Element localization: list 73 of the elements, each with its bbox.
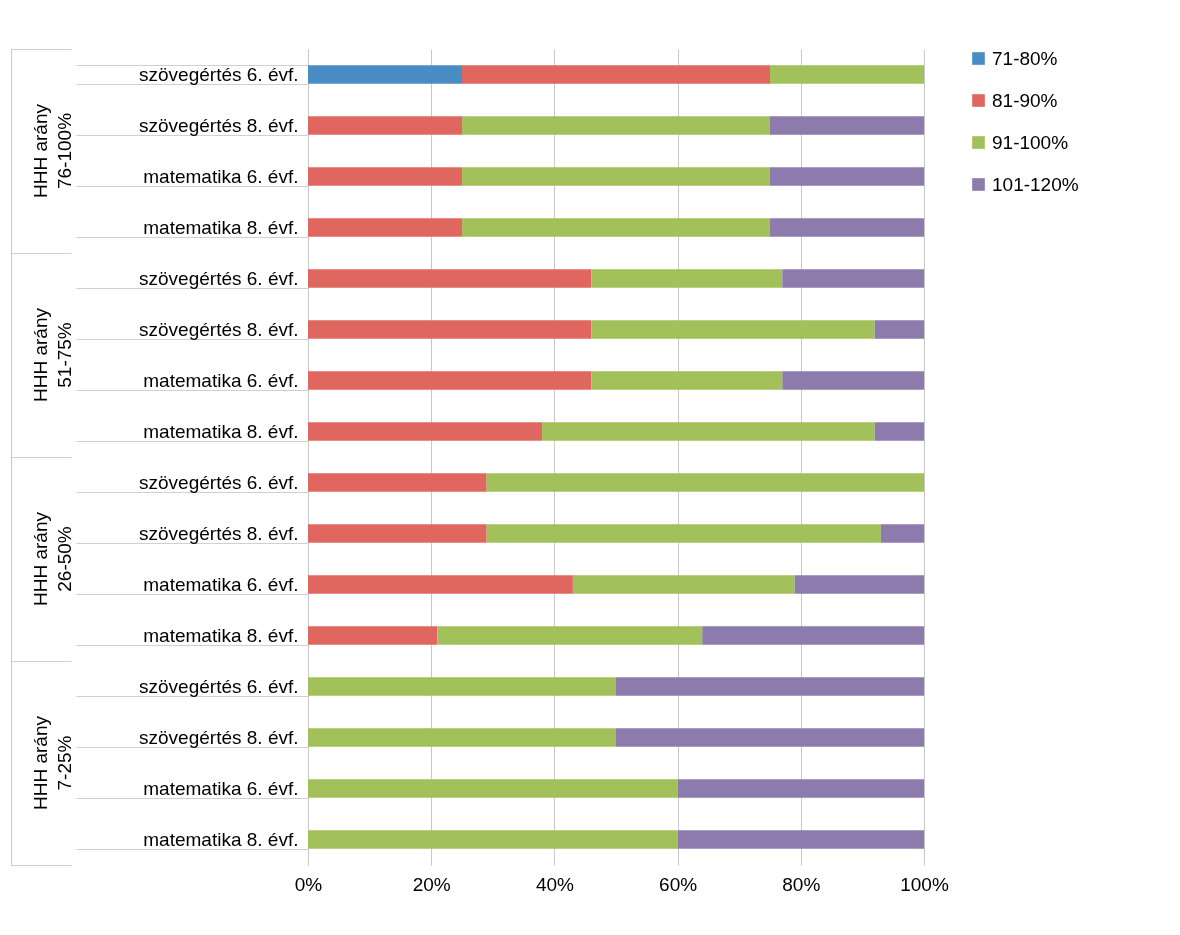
y-tick-label: szövegértés 6. évf. — [139, 676, 299, 697]
bar — [308, 422, 543, 441]
y-tick-label: matematika 8. évf. — [143, 829, 299, 850]
bar — [462, 167, 770, 186]
bar — [782, 371, 924, 390]
bar — [591, 320, 875, 339]
x-tick-label: 40% — [535, 873, 575, 895]
bar — [308, 371, 592, 390]
bar — [572, 575, 795, 594]
bar — [308, 830, 678, 849]
bar — [437, 626, 703, 645]
bar — [591, 269, 783, 288]
bar — [308, 218, 462, 237]
y-tick-label: szövegértés 6. évf. — [139, 472, 299, 493]
y-tick-label: matematika 8. évf. — [143, 421, 299, 442]
bar — [702, 626, 924, 645]
y-tick-label: szövegértés 8. évf. — [139, 319, 299, 340]
legend-label: 71-80% — [992, 47, 1058, 69]
bar — [308, 626, 438, 645]
bar — [591, 371, 783, 390]
bar — [486, 473, 924, 492]
x-tick-label: 0% — [294, 873, 323, 895]
y-tick-label: szövegértés 8. évf. — [139, 115, 299, 136]
bar — [770, 116, 924, 135]
x-tick-label: 80% — [782, 873, 821, 895]
bar — [308, 728, 616, 747]
bar — [308, 320, 592, 339]
text: HHH arány 26-50% — [30, 511, 75, 606]
text: HHH arány 51-75% — [30, 307, 75, 402]
bar — [308, 677, 616, 696]
bar — [880, 524, 924, 543]
bar — [616, 677, 924, 696]
bar — [308, 524, 487, 543]
bar — [308, 65, 462, 84]
y-tick-label: matematika 8. évf. — [143, 217, 299, 238]
bar — [794, 575, 924, 594]
bar — [462, 218, 770, 237]
bar — [616, 728, 924, 747]
bar — [308, 779, 678, 798]
bar — [874, 320, 924, 339]
legend-label: 91-100% — [992, 131, 1069, 153]
bar — [308, 575, 573, 594]
y-tick-label: matematika 6. évf. — [143, 370, 299, 391]
x-tick-label: 20% — [412, 873, 451, 895]
bar — [308, 269, 592, 288]
bar — [874, 422, 924, 441]
text: HHH arány 7-25% — [30, 715, 75, 810]
bar — [770, 167, 924, 186]
bar — [770, 218, 924, 237]
bar — [308, 167, 462, 186]
y-tick-label: matematika 6. évf. — [143, 166, 299, 187]
bar — [782, 269, 924, 288]
bar — [677, 779, 924, 798]
y-tick-label: matematika 6. évf. — [143, 574, 299, 595]
bar — [308, 116, 462, 135]
bar — [462, 65, 770, 84]
x-tick-label: 60% — [659, 873, 698, 895]
y-tick-label: szövegértés 8. évf. — [139, 523, 299, 544]
bar — [486, 524, 881, 543]
x-tick-label: 100% — [900, 873, 949, 895]
bar — [770, 65, 924, 84]
y-tick-label: szövegértés 6. évf. — [139, 268, 299, 289]
bar — [542, 422, 875, 441]
bar — [308, 473, 487, 492]
bar — [462, 116, 770, 135]
y-tick-label: matematika 6. évf. — [143, 778, 299, 799]
y-tick-label: szövegértés 8. évf. — [139, 727, 299, 748]
bar — [677, 830, 924, 849]
y-tick-label: matematika 8. évf. — [143, 625, 299, 646]
y-tick-label: szövegértés 6. évf. — [139, 64, 299, 85]
legend-label: 81-90% — [992, 89, 1058, 111]
text: HHH arány 76-100% — [30, 103, 75, 198]
legend-label: 101-120% — [992, 173, 1079, 195]
